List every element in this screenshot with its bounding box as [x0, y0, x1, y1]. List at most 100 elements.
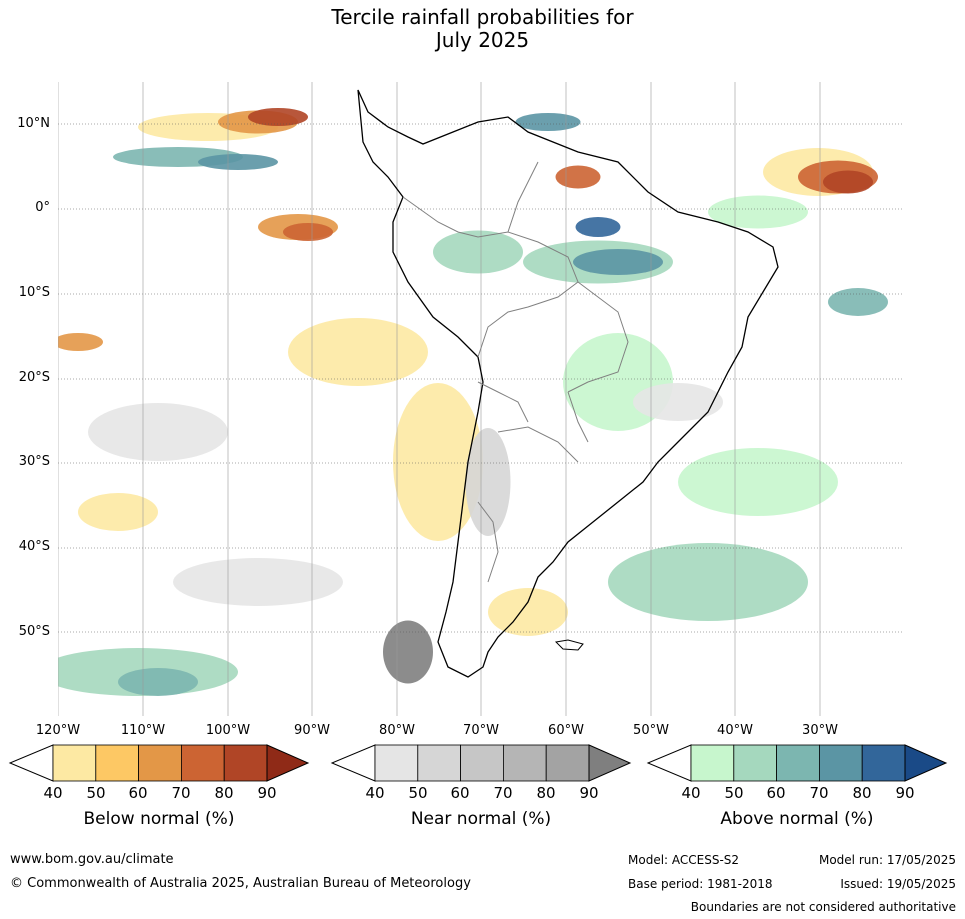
- cb-below-tick-40: 40: [43, 784, 63, 802]
- footer-disclaimer: Boundaries are not considered authoritat…: [690, 900, 956, 914]
- colorbar-near-normal: [330, 744, 632, 782]
- probability-patch: [555, 165, 601, 189]
- rainfall-probability-map: [58, 82, 904, 716]
- colorbar-below-swatches: [52, 744, 268, 782]
- probability-patch: [288, 318, 428, 386]
- country-borders: [402, 161, 629, 583]
- cb-near-tick-40: 40: [365, 784, 385, 802]
- cb-above-tick-80: 80: [852, 784, 872, 802]
- cb-near-tick-80: 80: [536, 784, 556, 802]
- colorbar-above-swatches: [690, 744, 906, 782]
- probability-patch: [383, 620, 433, 684]
- probability-patch: [515, 113, 581, 131]
- probability-patch: [488, 588, 568, 636]
- colorbar-swatch: [545, 744, 590, 782]
- probability-patch: [828, 288, 888, 316]
- lon-label-60w: 60°W: [548, 723, 584, 738]
- probability-patch: [708, 195, 808, 229]
- footer-base-period: Base period: 1981-2018: [628, 877, 773, 891]
- lat-label-40s: 40°S: [18, 539, 50, 554]
- probability-patch: [88, 403, 228, 461]
- colorbar-swatch: [374, 744, 419, 782]
- colorbar-swatch: [861, 744, 906, 782]
- colorbar-swatch: [502, 744, 547, 782]
- footer-url-link[interactable]: www.bom.gov.au/climate: [10, 852, 174, 867]
- colorbar-near-title: Near normal (%): [410, 809, 552, 829]
- lon-label-110w: 110°W: [120, 723, 166, 738]
- footer-copyright: © Commonwealth of Australia 2025, Austra…: [10, 876, 471, 891]
- probability-shading-layer: [58, 108, 888, 696]
- probability-patch: [78, 493, 158, 531]
- lat-label-10n: 10°N: [17, 116, 50, 131]
- colorbar-swatch: [733, 744, 778, 782]
- cb-above-tick-60: 60: [766, 784, 786, 802]
- lat-label-10s: 10°S: [18, 285, 50, 300]
- graticule: [58, 82, 904, 716]
- colorbar-below-normal: [8, 744, 310, 782]
- colorbar-above-normal: [646, 744, 948, 782]
- colorbar-swatch: [138, 744, 182, 782]
- colorbar-swatch: [223, 744, 268, 782]
- probability-patch: [633, 383, 723, 421]
- lon-label-80w: 80°W: [379, 723, 415, 738]
- probability-patch: [393, 383, 483, 541]
- cb-below-tick-50: 50: [86, 784, 106, 802]
- colorbar-swatch: [180, 744, 225, 782]
- lon-label-70w: 70°W: [463, 723, 499, 738]
- colorbar-near-high-triangle: [588, 744, 632, 782]
- colorbar-swatch: [460, 744, 504, 782]
- cb-below-tick-70: 70: [171, 784, 191, 802]
- cb-near-tick-90: 90: [579, 784, 599, 802]
- colorbar-above-high-triangle: [904, 744, 948, 782]
- colorbar-swatch: [818, 744, 863, 782]
- lon-label-40w: 40°W: [717, 723, 753, 738]
- lat-label-0: 0°: [35, 200, 50, 215]
- cb-below-tick-80: 80: [214, 784, 234, 802]
- cb-near-tick-70: 70: [493, 784, 513, 802]
- footer-model-run: Model run: 17/05/2025: [818, 853, 956, 867]
- cb-above-tick-50: 50: [724, 784, 744, 802]
- cb-below-tick-60: 60: [128, 784, 148, 802]
- colorbar-above-title: Above normal (%): [720, 809, 874, 829]
- lon-label-100w: 100°W: [205, 723, 251, 738]
- colorbar-below-high-triangle: [266, 744, 310, 782]
- colorbar-swatch: [776, 744, 820, 782]
- south-america-coastline: [357, 89, 779, 678]
- cb-above-tick-90: 90: [895, 784, 915, 802]
- cb-near-tick-50: 50: [408, 784, 428, 802]
- probability-patch: [198, 154, 278, 170]
- colorbar-swatch: [95, 744, 140, 782]
- probability-patch: [283, 223, 333, 241]
- cb-below-tick-90: 90: [257, 784, 277, 802]
- lon-label-120w: 120°W: [35, 723, 81, 738]
- colorbar-above-low-triangle: [646, 744, 692, 782]
- lat-label-20s: 20°S: [18, 370, 50, 385]
- colorbar-swatch: [52, 744, 97, 782]
- colorbar-near-low-triangle: [330, 744, 376, 782]
- cb-above-tick-40: 40: [681, 784, 701, 802]
- probability-patch: [118, 668, 198, 696]
- probability-patch: [465, 428, 511, 536]
- map-title-line2: July 2025: [435, 28, 530, 52]
- probability-patch: [433, 230, 523, 274]
- cb-above-tick-70: 70: [809, 784, 829, 802]
- map-title-line1: Tercile rainfall probabilities for: [331, 5, 634, 29]
- probability-patch: [173, 558, 343, 606]
- footer-model: Model: ACCESS-S2: [628, 853, 740, 867]
- colorbar-swatch: [417, 744, 462, 782]
- probability-patch: [575, 217, 621, 237]
- probability-patch: [248, 108, 308, 126]
- probability-patch: [573, 249, 663, 275]
- probability-patch: [608, 543, 808, 621]
- probability-patch: [823, 170, 873, 194]
- cb-near-tick-60: 60: [450, 784, 470, 802]
- probability-patch: [678, 448, 838, 516]
- colorbar-below-low-triangle: [8, 744, 54, 782]
- probability-patch: [58, 333, 103, 351]
- lon-label-30w: 30°W: [802, 723, 838, 738]
- footer-issued: Issued: 19/05/2025: [840, 877, 956, 891]
- lat-label-30s: 30°S: [18, 454, 50, 469]
- falkland-islands: [554, 639, 584, 651]
- colorbar-below-title: Below normal (%): [83, 809, 235, 829]
- lon-label-50w: 50°W: [633, 723, 669, 738]
